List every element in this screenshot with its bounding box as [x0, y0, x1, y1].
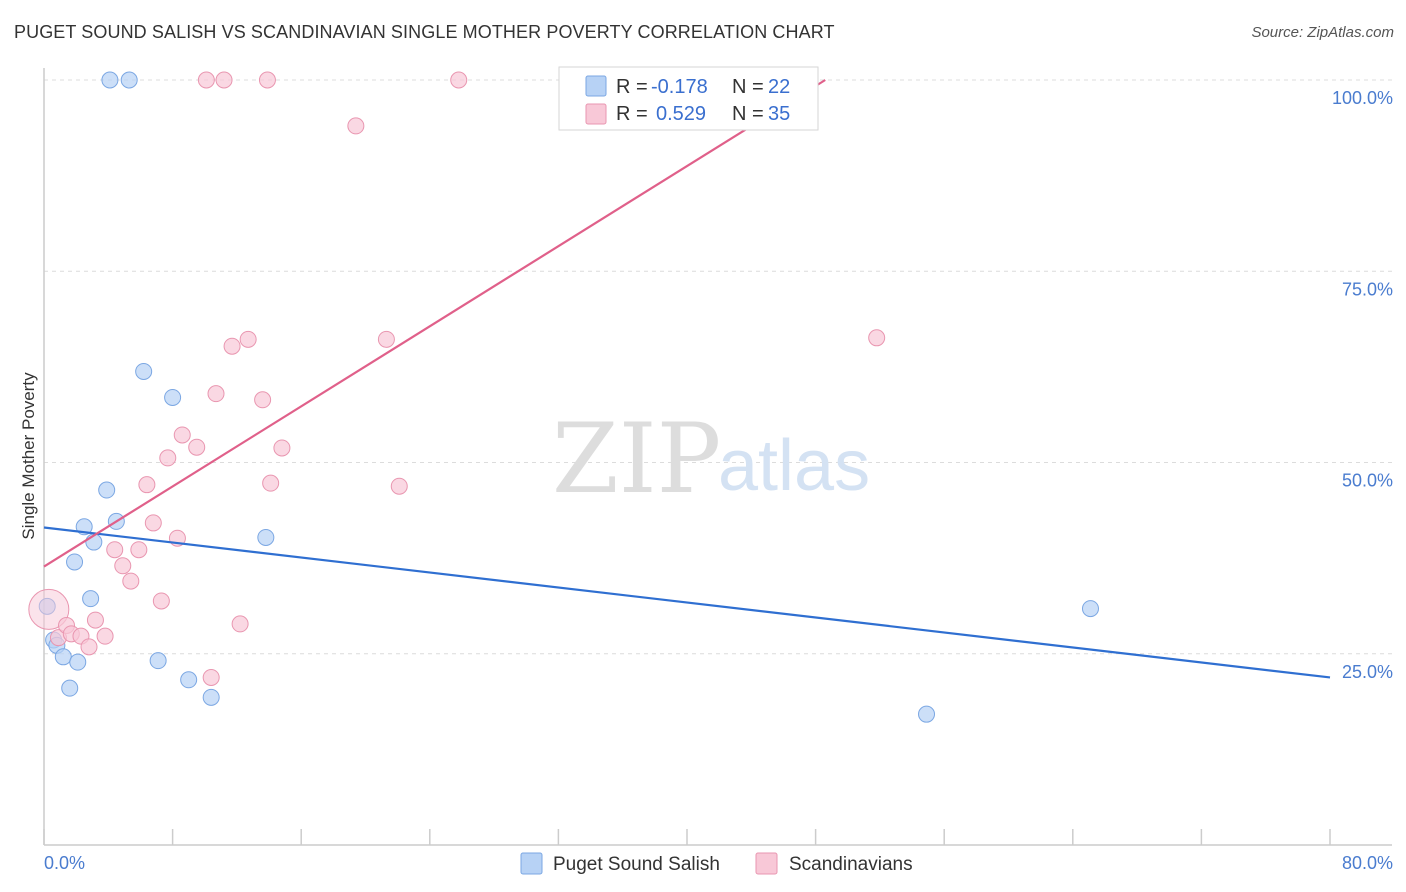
scandinavian-point-25: [239, 330, 257, 348]
legend: R = -0.178 N = 22 R = 0.529 N = 35: [558, 66, 819, 131]
scandinavian-point-13: [144, 514, 162, 532]
scandinavian-point-32: [390, 477, 408, 495]
scandinavian-point-6: [86, 611, 104, 629]
watermark-zip: ZIP: [552, 403, 721, 515]
salish-point-16: [164, 388, 182, 406]
trend-lines: [43, 79, 1331, 679]
scandinavian-point-7: [96, 627, 114, 645]
scandinavian-point-14: [152, 592, 170, 610]
salish-point-18: [202, 688, 220, 706]
gridlines: [44, 79, 1392, 655]
axes: [43, 68, 1392, 846]
salish-trend-line: [43, 526, 1331, 679]
scandinavian-point-8: [106, 541, 124, 559]
legend-r-value-2: 0.529: [656, 103, 706, 125]
legend-n-value-1: 22: [768, 76, 790, 98]
salish-point-6: [69, 653, 87, 671]
scandinavian-point-27: [258, 71, 276, 89]
scandinavian-point-23: [223, 337, 241, 355]
scandinavian-point-9: [114, 557, 132, 575]
bottom-legend: Puget Sound Salish Scandinavians: [520, 852, 913, 875]
scandinavian-point-21: [207, 385, 225, 403]
salish-point-5: [66, 553, 84, 571]
scandinavian-point-33: [450, 71, 468, 89]
salish-point-10: [98, 481, 116, 499]
salish-point-14: [135, 362, 153, 380]
scandinavian-point-31: [377, 330, 395, 348]
scandinavian-point-11: [130, 541, 148, 559]
chart-title: PUGET SOUND SALISH VS SCANDINAVIAN SINGL…: [14, 22, 835, 42]
y-axis-label: Single Mother Poverty: [19, 372, 38, 540]
y-tick-label-2: 75.0%: [1342, 279, 1393, 299]
salish-point-20: [918, 705, 936, 723]
salish-point-4: [61, 679, 79, 697]
legend-r-label-2: R =: [616, 103, 648, 125]
watermark: ZIP atlas: [552, 403, 870, 515]
salish-point-13: [120, 71, 138, 89]
scandinavian-trend-line: [43, 79, 826, 568]
scandinavian-point-18: [188, 438, 206, 456]
scandinavian-point-10: [122, 572, 140, 590]
scandinavian-point-19: [197, 71, 215, 89]
y-tick-label-1: 50.0%: [1342, 471, 1393, 491]
bottom-legend-label-2: Scandinavians: [789, 854, 913, 875]
legend-swatch-blue: [585, 75, 607, 97]
legend-swatch-pink: [585, 103, 607, 125]
scandinavian-point-20: [202, 668, 220, 686]
legend-r-value-1: -0.178: [651, 76, 708, 98]
legend-n-value-2: 35: [768, 103, 790, 125]
salish-point-15: [149, 652, 167, 670]
scandinavian-point-26: [254, 391, 272, 409]
scandinavian-point-22: [215, 71, 233, 89]
legend-n-label-2: N =: [732, 103, 764, 125]
bottom-legend-swatch-blue: [520, 852, 543, 875]
source-label: Source: ZipAtlas.com: [1251, 24, 1394, 41]
y-tick-labels: 25.0% 50.0% 75.0% 100.0%: [1332, 88, 1393, 682]
legend-n-label-1: N =: [732, 76, 764, 98]
legend-r-label-1: R =: [616, 76, 648, 98]
scandinavian-point-12: [138, 476, 156, 494]
data-points: [28, 71, 1099, 723]
x-tick-labels: 0.0% 80.0%: [44, 853, 1393, 873]
scandinavian-point-29: [273, 439, 291, 457]
salish-point-19: [257, 528, 275, 546]
watermark-atlas: atlas: [718, 426, 870, 506]
scandinavian-point-5: [80, 638, 98, 656]
salish-point-11: [101, 71, 119, 89]
scandinavian-point-17: [173, 426, 191, 444]
scandinavian-point-24: [231, 615, 249, 633]
x-tick-label-1: 80.0%: [1342, 853, 1393, 873]
scandinavian-point-28: [262, 474, 280, 492]
y-tick-label-3: 100.0%: [1332, 88, 1393, 108]
bottom-legend-swatch-pink: [755, 852, 778, 875]
scandinavian-point-15: [159, 449, 177, 467]
salish-point-8: [82, 590, 100, 608]
x-tick-label-0: 0.0%: [44, 853, 85, 873]
scandinavian-point-0: [28, 588, 70, 630]
scandinavian-point-30: [347, 117, 365, 135]
salish-point-3: [54, 648, 72, 666]
salish-point-21: [1081, 600, 1099, 618]
salish-point-17: [180, 671, 198, 689]
bottom-legend-label-1: Puget Sound Salish: [553, 854, 720, 875]
scandinavian-point-34: [868, 329, 886, 347]
y-tick-label-0: 25.0%: [1342, 662, 1393, 682]
